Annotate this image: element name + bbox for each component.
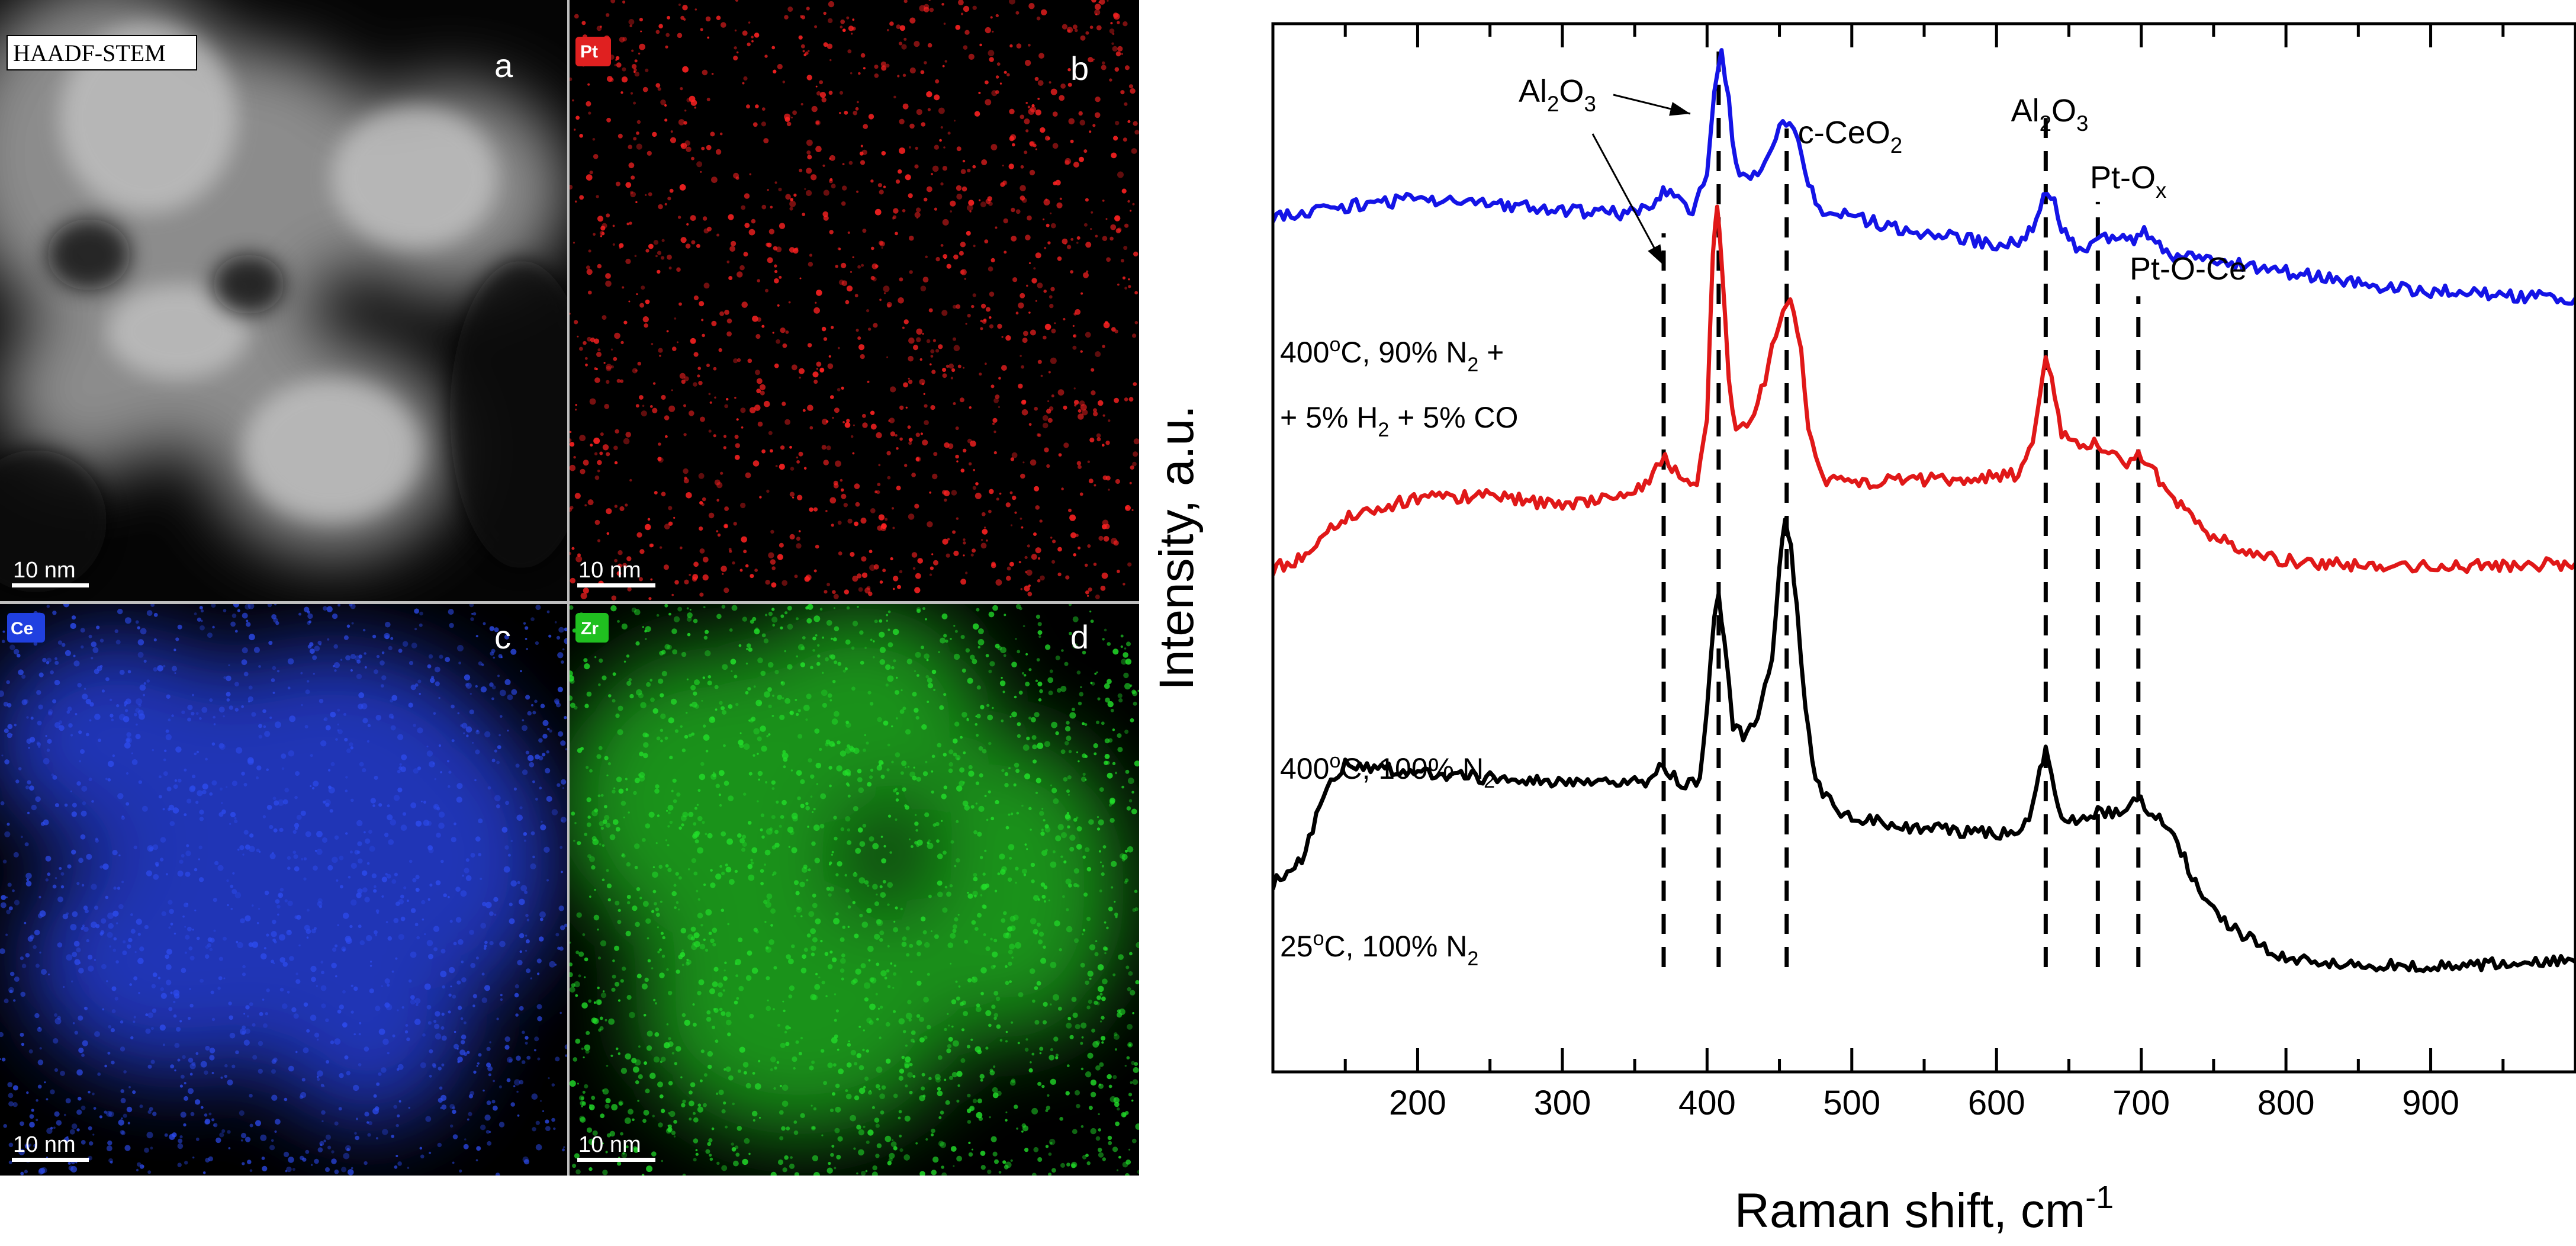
- panel-d-scale-label: 10 nm: [578, 1132, 641, 1157]
- panel-d-scale-bar: [577, 1158, 655, 1162]
- series-line-1: [1273, 48, 2575, 306]
- panel-b-tag-box: [575, 37, 611, 66]
- panel-b-pt-map: [570, 0, 1139, 601]
- panel-b-scale-label: 10 nm: [578, 558, 641, 583]
- x-tick-label-900: 900: [2402, 1084, 2459, 1122]
- series-line-2: [1273, 204, 2575, 576]
- y-axis-label: Intensity, a.u.: [1150, 405, 1204, 691]
- panel-a-letter: a: [494, 47, 513, 84]
- panel-c-ce-map: [0, 604, 567, 1176]
- annotation-al2o3-left: Al2O3: [1519, 73, 1596, 116]
- x-tick-label-200: 200: [1389, 1084, 1446, 1122]
- panel-c-scale-bar: [12, 1158, 89, 1162]
- panel-d-tag-box: [575, 613, 609, 643]
- panel-b-letter: b: [1070, 50, 1089, 87]
- panel-d-letter: d: [1070, 618, 1089, 656]
- panel-b-scale-bar: [577, 583, 655, 587]
- series-layer: [1273, 48, 2575, 974]
- x-tick-label-500: 500: [1823, 1084, 1880, 1122]
- plot-frame: [1271, 22, 2576, 1074]
- panel-a-scale-bar: [12, 583, 89, 587]
- series-line-3: [1273, 517, 2575, 974]
- raman-chart: 200 300 400 500 600 700 800 900 Raman shift, cm…: [1150, 22, 2576, 1238]
- x-tick-labels: 200 300 400 500 600 700 800 900: [1389, 1084, 2459, 1122]
- arrow-to-al2o3-peak-408: [1613, 94, 1691, 116]
- series-label-1-line-1: 400oC, 90% N2 +: [1280, 333, 1504, 376]
- annotation-pt-o-ce: Pt-O-Ce: [2130, 251, 2247, 287]
- annotation-pt-ox: Pt-Ox: [2090, 160, 2166, 203]
- panel-divider-horizontal: [0, 601, 1139, 604]
- series-label-2-line-1: 400oC, 100% N2: [1280, 750, 1495, 792]
- panel-c-scale-label: 10 nm: [13, 1132, 76, 1157]
- x-tick-label-800: 800: [2257, 1084, 2315, 1122]
- panel-a-tag: HAADF-STEM: [13, 40, 166, 66]
- x-tick-label-300: 300: [1533, 1084, 1591, 1122]
- x-tick-label-600: 600: [1968, 1084, 2025, 1122]
- reference-lines: [1661, 44, 2141, 967]
- panel-d-tag: Zr: [581, 619, 599, 638]
- microscopy-panels: HAADF-STEM a 10 nm Pt b 10 nm Ce c 10 nm…: [0, 0, 1139, 1176]
- panel-c-tag: Ce: [11, 619, 33, 638]
- panel-a-tag-box: [7, 35, 197, 70]
- arrow-to-al2o3-peak-370: [1591, 133, 1665, 266]
- panel-divider-vertical: [567, 0, 570, 1176]
- series-label-1-line-2: + 5% H2 + 5% CO: [1280, 401, 1518, 441]
- x-tick-label-400: 400: [1678, 1084, 1736, 1122]
- x-axis-label: Raman shift, cm-1: [1735, 1180, 2114, 1238]
- annotation-c-ceo2: c-CeO2: [1798, 115, 1902, 158]
- panel-c-tag-box: [7, 613, 45, 643]
- annotation-arrows: [1591, 94, 1691, 266]
- annotation-al2o3-right: Al2O3: [2011, 93, 2089, 136]
- series-label-3-line-1: 25oC, 100% N2: [1280, 927, 1478, 970]
- series-labels: 400oC, 90% N2 + + 5% H2 + 5% CO 400oC, 100…: [1280, 333, 1518, 970]
- axis-ticks: [1343, 24, 2505, 1072]
- panel-a-scale-label: 10 nm: [13, 558, 76, 583]
- panel-a-haadf: [0, 0, 567, 601]
- panel-c-letter: c: [494, 618, 511, 656]
- panel-d-zr-map: [570, 604, 1139, 1176]
- x-tick-label-700: 700: [2112, 1084, 2170, 1122]
- panel-b-tag: Pt: [580, 42, 598, 62]
